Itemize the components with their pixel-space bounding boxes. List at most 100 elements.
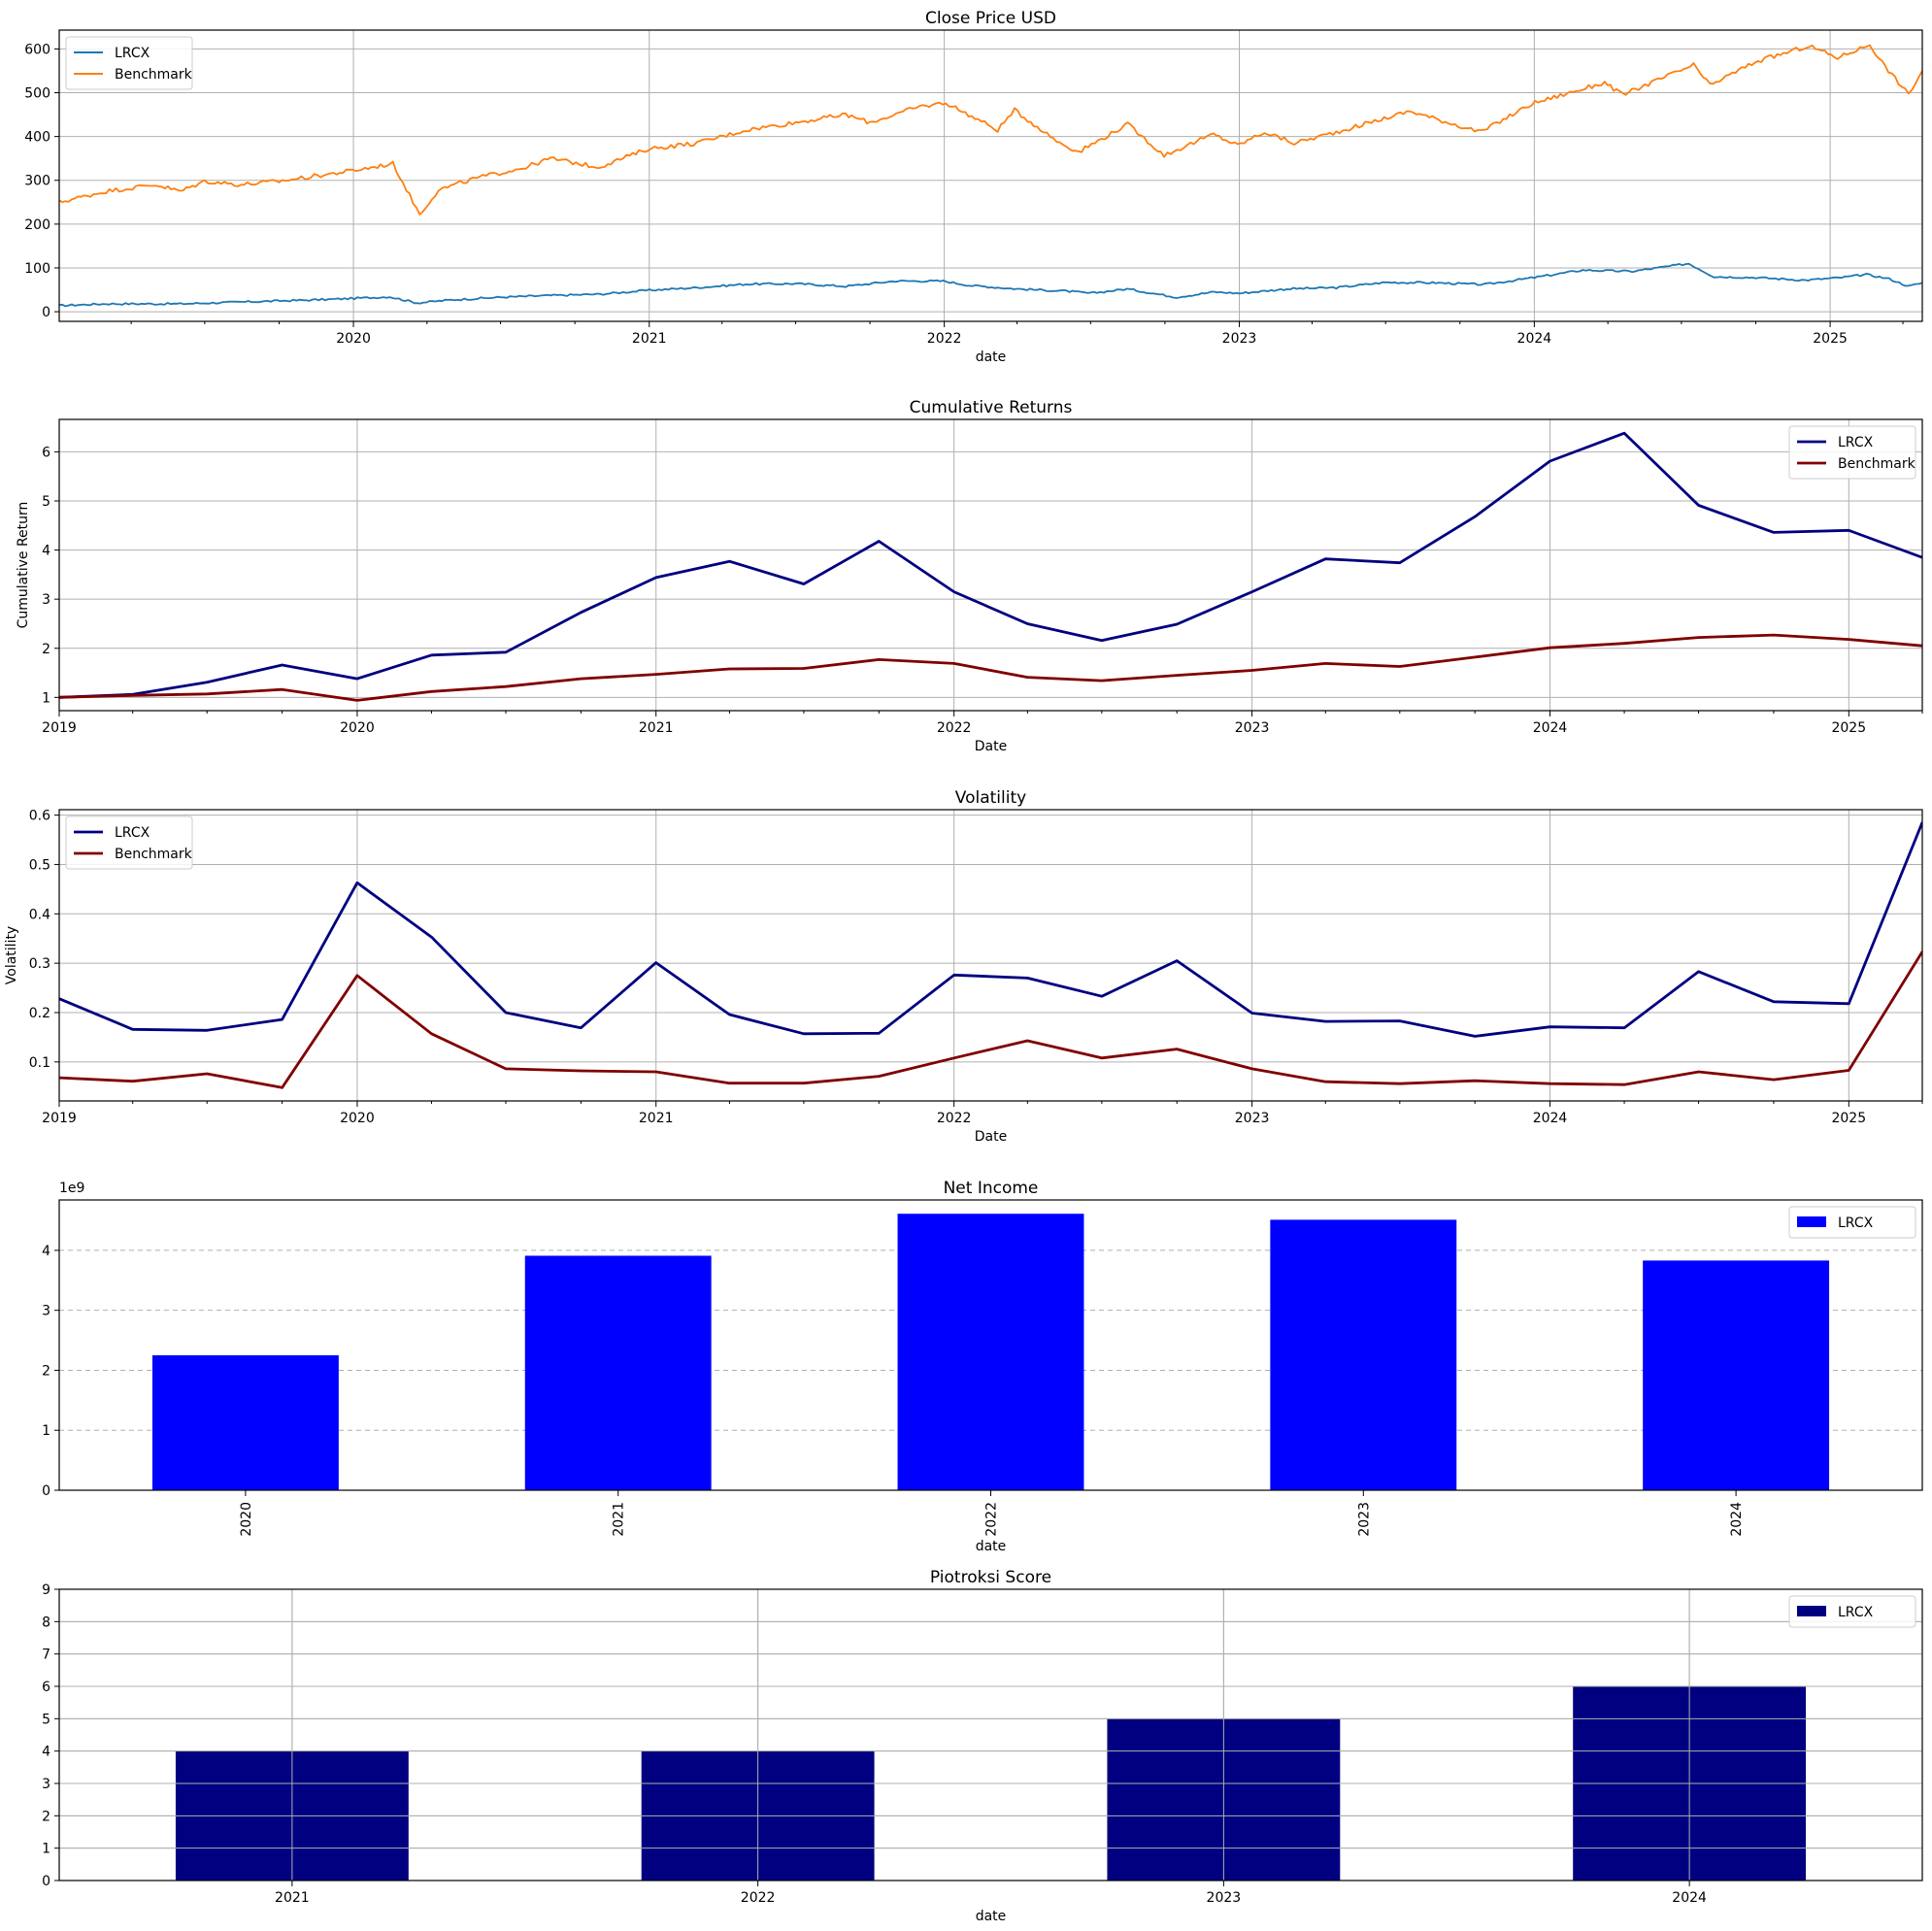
data-point [281, 663, 283, 667]
x-tick-label: 2020 [239, 1502, 254, 1537]
data-point [131, 694, 134, 697]
data-point [281, 1086, 283, 1089]
y-tick-label: 1 [42, 690, 50, 706]
legend-label: Benchmark [115, 847, 193, 862]
legend-label: LRCX [1838, 1215, 1874, 1231]
data-point [654, 1070, 657, 1074]
data-point [728, 560, 731, 563]
x-axis-label: date [976, 350, 1007, 365]
data-point [1473, 1035, 1477, 1038]
y-tick-label: 4 [42, 1745, 50, 1760]
bar-2020 [151, 1355, 339, 1490]
x-tick-label: 2025 [1831, 720, 1866, 736]
data-point [1250, 1067, 1253, 1071]
x-tick-label: 2023 [1235, 720, 1270, 736]
x-tick-label: 2019 [42, 720, 77, 736]
bar-2024 [1643, 1260, 1830, 1490]
data-point [1697, 504, 1700, 507]
data-point [654, 576, 657, 580]
data-point [504, 1011, 508, 1015]
data-point [355, 699, 359, 702]
legend-label: LRCX [115, 46, 150, 61]
y-tick-label: 1 [42, 1842, 50, 1857]
x-tick-label: 2020 [340, 720, 375, 736]
x-tick-label: 2020 [340, 1111, 375, 1126]
data-point [131, 1080, 134, 1082]
x-tick-label: 2021 [639, 1111, 674, 1126]
data-point [281, 1017, 283, 1021]
data-point [802, 1082, 806, 1084]
data-point [1398, 1082, 1402, 1085]
legend: LRCX [1788, 1595, 1916, 1628]
series-line-lrcx [59, 262, 1922, 308]
data-point [1324, 1019, 1327, 1023]
y-tick-label: 7 [42, 1648, 50, 1663]
data-point [1549, 1082, 1551, 1085]
data-point [728, 1013, 731, 1016]
data-point [802, 583, 806, 585]
x-tick-label: 2024 [1517, 331, 1552, 347]
x-tick-label: 2020 [336, 331, 371, 347]
y-tick-label: 400 [24, 130, 50, 146]
bar-2022 [897, 1214, 1084, 1490]
data-point [504, 650, 508, 653]
data-point [580, 1026, 583, 1029]
axes-frame [58, 29, 1923, 322]
data-point [206, 692, 209, 695]
legend-swatch [1797, 1216, 1826, 1227]
x-tick-label: 2023 [1356, 1502, 1372, 1537]
x-axis-label: date [976, 1909, 1007, 1924]
data-point [580, 1069, 583, 1073]
x-axis-label: date [976, 1539, 1007, 1554]
data-point [1250, 590, 1253, 593]
data-point [1324, 557, 1327, 560]
y-tick-label: 0.6 [29, 809, 50, 824]
data-point [355, 882, 359, 884]
legend: LRCX Benchmark [65, 816, 193, 870]
data-point [1473, 1079, 1477, 1082]
y-tick-label: 2 [42, 1363, 50, 1379]
data-point [654, 673, 657, 676]
y-tick-label: 3 [42, 1777, 50, 1792]
data-point [1398, 1019, 1402, 1022]
data-point [952, 662, 955, 665]
data-point [952, 590, 955, 593]
series-line-benchmark [59, 950, 1922, 1089]
y-tick-label: 0.5 [29, 857, 50, 873]
data-point [1473, 515, 1477, 518]
data-point [1176, 674, 1179, 677]
y-tick-label: 300 [24, 174, 50, 189]
legend-label: LRCX [1838, 435, 1874, 450]
y-tick-label: 500 [24, 86, 50, 102]
series-line-benchmark [59, 633, 1922, 702]
y-tick-label: 0.4 [29, 907, 50, 922]
data-point [504, 1067, 508, 1071]
y-tick-label: 4 [42, 1244, 50, 1259]
data-point [1697, 970, 1700, 973]
y-tick-label: 5 [42, 494, 50, 510]
data-point [1324, 662, 1327, 665]
x-tick-label: 2025 [1831, 1111, 1866, 1126]
data-point [206, 1029, 209, 1032]
data-point [206, 1072, 209, 1076]
data-point [878, 1075, 881, 1078]
x-axis-label: Date [975, 739, 1007, 754]
y-tick-label: 8 [42, 1615, 50, 1630]
x-tick-label: 2021 [612, 1502, 627, 1537]
x-tick-label: 2022 [927, 331, 962, 347]
y-tick-label: 6 [42, 445, 50, 460]
x-tick-label: 2024 [1533, 1111, 1568, 1126]
y-tick-label: 0 [42, 1874, 50, 1889]
x-axis-label: Date [975, 1129, 1007, 1145]
data-point [1026, 977, 1029, 980]
x-tick-label: 2025 [1813, 331, 1848, 347]
data-point [802, 667, 806, 670]
data-point [430, 935, 433, 939]
data-point [952, 1056, 955, 1059]
y-tick-label: 200 [24, 217, 50, 233]
y-tick-label: 0.1 [29, 1055, 50, 1071]
y-tick-label: 0 [42, 305, 50, 320]
legend: LRCX [1788, 1206, 1916, 1239]
legend-label: LRCX [1838, 1605, 1874, 1620]
